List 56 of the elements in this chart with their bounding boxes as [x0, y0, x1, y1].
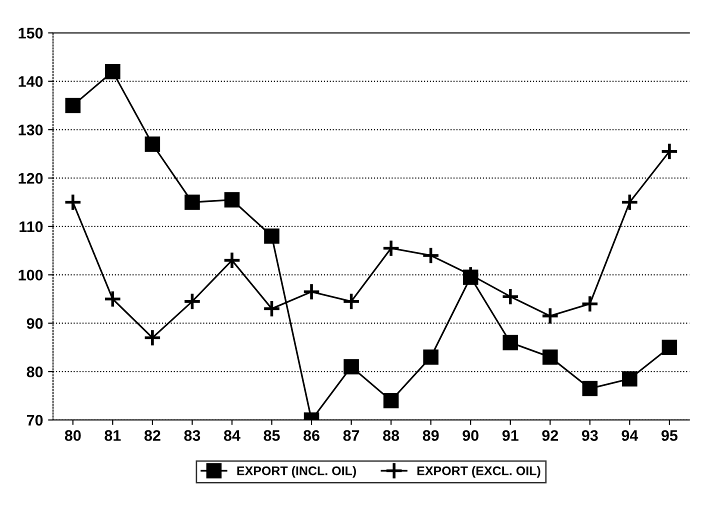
point — [224, 192, 240, 208]
point — [183, 292, 202, 310]
point — [264, 228, 280, 244]
point — [580, 294, 599, 313]
y-tick-label: 130 — [18, 124, 43, 136]
x-tick-label: 88 — [383, 430, 400, 441]
point — [344, 359, 359, 374]
x-tick-label: 95 — [661, 430, 678, 441]
y-tick-label: 100 — [18, 270, 43, 281]
point — [144, 136, 160, 152]
point — [542, 349, 558, 365]
y-tick-label: 90 — [26, 318, 43, 329]
point — [620, 193, 639, 212]
legend-label: EXPORT (INCL. OIL) — [237, 466, 356, 478]
x-tick-label: 86 — [304, 430, 320, 441]
x-tick-label: 85 — [264, 430, 280, 441]
x-tick-label: 94 — [622, 430, 638, 441]
point — [143, 328, 162, 347]
point — [64, 193, 82, 212]
x-tick-label: 81 — [104, 430, 121, 441]
point — [382, 239, 400, 258]
y-tick-label: 70 — [26, 414, 43, 426]
point — [662, 340, 678, 356]
point — [222, 251, 242, 270]
x-tick-label: 84 — [224, 430, 240, 441]
x-tick-label: 92 — [542, 430, 558, 441]
x-tick-label: 87 — [343, 430, 360, 441]
x-tick-label: 91 — [502, 430, 518, 441]
y-tick-label: 80 — [26, 366, 43, 378]
point — [262, 300, 281, 318]
y-tick-label: 140 — [18, 76, 43, 87]
point — [302, 282, 321, 301]
point — [502, 334, 518, 350]
point — [423, 349, 438, 365]
point — [660, 142, 678, 160]
point — [105, 64, 120, 80]
point — [582, 380, 598, 396]
x-tick-label: 83 — [184, 430, 200, 441]
x-tick-label: 80 — [64, 430, 81, 441]
x-tick-label: 82 — [144, 430, 160, 441]
y-tick-label: 120 — [18, 172, 43, 184]
point — [422, 246, 440, 264]
point — [383, 392, 399, 408]
point — [541, 306, 560, 325]
y-tick-label: 150 — [18, 28, 43, 39]
x-tick-label: 89 — [422, 430, 439, 441]
y-tick-label: 110 — [20, 221, 43, 232]
point — [184, 194, 200, 210]
point — [65, 98, 81, 114]
x-tick-label: 93 — [582, 430, 598, 441]
point — [104, 290, 122, 308]
point — [501, 288, 520, 306]
point — [342, 292, 360, 310]
legend-label: EXPORT (EXCL. OIL) — [417, 466, 540, 478]
point — [622, 371, 638, 386]
x-tick-label: 90 — [462, 430, 478, 441]
